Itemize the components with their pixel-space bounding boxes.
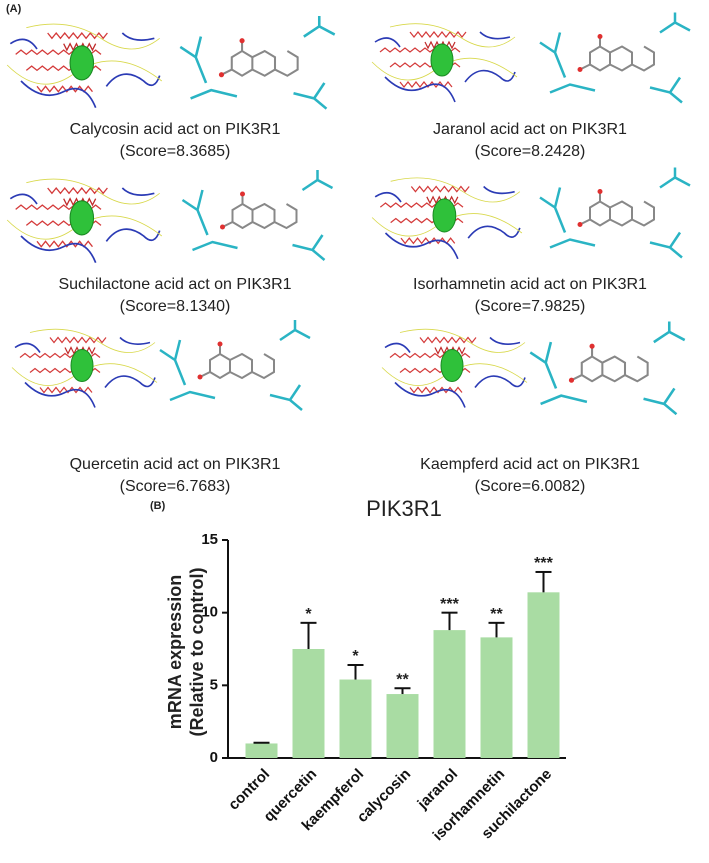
significance: * <box>305 606 312 623</box>
ligand-pose <box>178 15 337 110</box>
y-tick-label: 5 <box>210 676 218 693</box>
ligand-pose <box>538 166 692 259</box>
score: (Score=6.7683) <box>120 478 231 495</box>
error-bar <box>441 611 458 631</box>
protein-structure <box>371 177 523 260</box>
bar <box>433 630 466 758</box>
bar <box>480 637 513 758</box>
ligand-pose <box>538 11 692 104</box>
caption: Isorhamnetin acid act on PIK3R1 <box>413 276 647 293</box>
y-tick-label: 0 <box>210 749 218 766</box>
ligand-pose <box>528 320 687 416</box>
ligand-pose <box>158 318 312 412</box>
score: (Score=8.2428) <box>475 143 586 160</box>
bar <box>245 743 278 758</box>
caption: Calycosin acid act on PIK3R1 <box>70 121 281 138</box>
error-bar <box>394 687 411 695</box>
score: (Score=7.9825) <box>475 298 586 315</box>
score: (Score=8.3685) <box>120 143 231 160</box>
y-axis-label: mRNA expression <box>165 575 185 729</box>
error-bar <box>253 741 270 744</box>
panel-label: (B) <box>150 500 166 512</box>
x-tick-label: jaranol <box>414 766 462 814</box>
caption: Jaranol acid act on PIK3R1 <box>433 121 627 138</box>
error-bar <box>347 663 364 680</box>
error-bar <box>300 621 317 649</box>
y-tick-label: 10 <box>201 604 218 621</box>
significance: *** <box>440 596 459 613</box>
protein-structure <box>6 178 163 264</box>
y-axis-label: (Relative to control) <box>187 567 207 736</box>
bar <box>292 649 325 758</box>
protein-structure <box>371 22 518 103</box>
panel-label: (A) <box>6 3 22 15</box>
caption: Quercetin acid act on PIK3R1 <box>70 456 281 473</box>
significance: *** <box>534 555 553 572</box>
caption: Suchilactone acid act on PIK3R1 <box>58 276 291 293</box>
significance: ** <box>396 671 409 688</box>
protein-structure <box>381 328 528 409</box>
error-bar <box>488 621 505 638</box>
caption: Kaempferd acid act on PIK3R1 <box>420 456 640 473</box>
ligand-pose <box>181 170 334 262</box>
x-tick-label: control <box>225 766 273 814</box>
protein-structure <box>11 328 158 409</box>
bar <box>386 694 419 758</box>
bar <box>339 679 372 758</box>
protein-structure <box>6 23 163 109</box>
significance: ** <box>490 606 503 623</box>
y-tick-label: 15 <box>201 531 218 548</box>
docking-images <box>6 11 692 416</box>
chart-title: PIK3R1 <box>366 496 442 521</box>
error-bar <box>535 570 552 593</box>
score: (Score=8.1340) <box>120 298 231 315</box>
bar <box>527 592 560 758</box>
significance: * <box>352 648 359 665</box>
score: (Score=6.0082) <box>475 478 586 495</box>
